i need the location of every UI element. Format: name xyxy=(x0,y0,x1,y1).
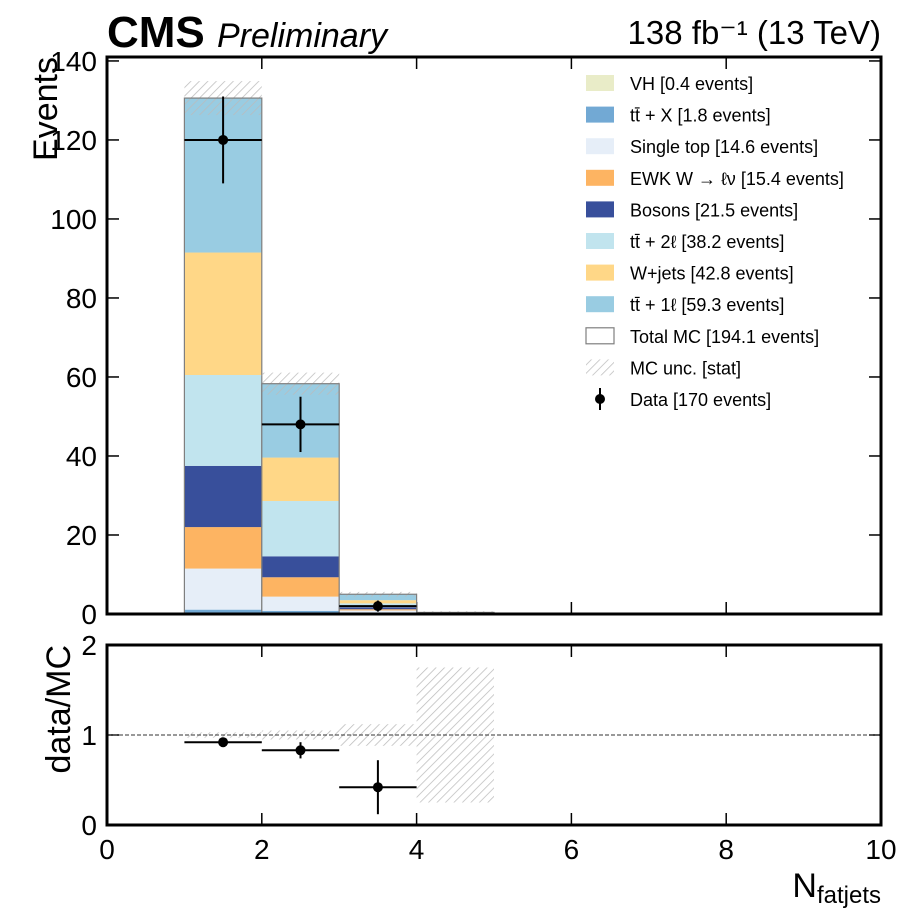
y-axis-label: Events xyxy=(27,57,65,161)
preliminary-label: Preliminary xyxy=(217,17,389,55)
y-tick-label: 0 xyxy=(81,810,97,841)
legend-label: VH [0.4 events] xyxy=(630,74,753,94)
data-point xyxy=(372,601,383,612)
x-axis-label: Nfatjets xyxy=(792,867,881,909)
stack-segment xyxy=(261,577,340,597)
y-tick-label: 20 xyxy=(66,520,97,551)
y-tick-label: 40 xyxy=(66,441,97,472)
legend-label: Data [170 events] xyxy=(630,390,771,410)
y-tick-label: 60 xyxy=(66,362,97,393)
x-tick-label: 0 xyxy=(99,834,115,865)
stack-segment xyxy=(184,609,262,614)
y-tick-label: 140 xyxy=(50,46,97,77)
stack-segment xyxy=(261,610,340,614)
legend-label: EWK W → ℓν [15.4 events] xyxy=(630,169,844,189)
ratio-point xyxy=(372,782,383,793)
x-tick-label: 2 xyxy=(254,834,270,865)
legend-patch xyxy=(586,233,614,249)
legend-label: Single top [14.6 events] xyxy=(630,137,818,157)
legend-patch xyxy=(586,75,614,91)
legend-label: MC unc. [stat] xyxy=(630,358,741,378)
stack-segment xyxy=(339,610,417,613)
y-tick-label: 0 xyxy=(81,599,97,630)
lumi-label: 138 fb⁻¹ (13 TeV) xyxy=(628,14,881,51)
legend-label: W+jets [42.8 events] xyxy=(630,264,794,284)
ratio-y-axis-label: data/MC xyxy=(40,645,78,774)
legend-label: tt̄ + 1ℓ [59.3 events] xyxy=(630,295,784,315)
legend-label: Bosons [21.5 events] xyxy=(630,200,798,220)
legend-patch xyxy=(586,296,614,313)
x-axis-label-main: N xyxy=(792,867,817,905)
stack-segment xyxy=(261,501,340,557)
ratio-point xyxy=(218,737,229,748)
plot-frame xyxy=(105,643,883,827)
legend-point xyxy=(595,394,605,404)
stack-segment xyxy=(261,556,340,578)
cms-label: CMS xyxy=(107,8,205,57)
data-point xyxy=(218,134,229,145)
y-tick-label: 100 xyxy=(50,204,97,235)
legend-label: tt̄ + X [1.8 events] xyxy=(630,106,771,126)
stack-segment xyxy=(184,568,262,610)
legend-patch xyxy=(585,327,615,345)
y-tick-label: 2 xyxy=(81,630,97,661)
stack-segment xyxy=(184,527,262,569)
legend-label: tt̄ + 2ℓ [38.2 events] xyxy=(630,232,784,252)
x-axis-label-sub: fatjets xyxy=(817,882,881,909)
x-tick-label: 4 xyxy=(409,834,425,865)
y-tick-label: 1 xyxy=(81,720,97,751)
legend-patch xyxy=(586,138,614,155)
legend-patch xyxy=(586,106,614,123)
y-tick-label: 80 xyxy=(66,283,97,314)
y-tick-label: 120 xyxy=(50,125,97,156)
stack-segment xyxy=(261,457,340,502)
stack-segment xyxy=(184,252,262,376)
stack-segment xyxy=(339,594,417,601)
legend-patch xyxy=(586,201,614,218)
plot-frame xyxy=(105,55,883,616)
legend-label: Total MC [194.1 events] xyxy=(630,327,819,347)
legend-patch xyxy=(586,359,614,376)
x-tick-label: 10 xyxy=(865,834,896,865)
legend-patch xyxy=(586,264,614,281)
x-tick-label: 8 xyxy=(718,834,734,865)
legend-patch xyxy=(586,169,614,186)
stack-segment xyxy=(184,465,262,528)
ratio-point xyxy=(295,745,306,756)
data-point xyxy=(295,419,306,430)
x-tick-label: 6 xyxy=(564,834,580,865)
stack-segment xyxy=(184,375,262,466)
stack-segment xyxy=(261,596,340,611)
